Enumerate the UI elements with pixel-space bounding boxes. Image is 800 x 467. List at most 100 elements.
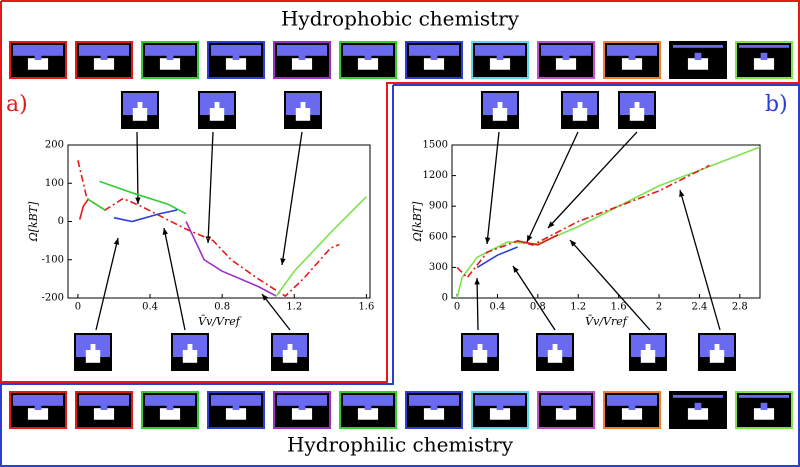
thumb-fluid: [13, 395, 63, 406]
thumb-fluid: [673, 45, 723, 48]
x-axis-label: V̄v/Vref: [585, 315, 629, 328]
thumb-cavity: [753, 408, 775, 420]
thumb-neck: [166, 52, 174, 60]
panel-label: b): [765, 92, 788, 117]
thumb-cavity: [753, 58, 775, 70]
thumb-fluid: [79, 45, 129, 56]
thumb-cavity: [687, 58, 709, 70]
thumb-cavity: [423, 58, 445, 70]
thumb-fluid: [739, 45, 789, 48]
thumb-neck: [552, 344, 558, 352]
thumb-cavity: [225, 58, 247, 70]
series-line: [517, 234, 559, 246]
thumb-neck: [100, 402, 108, 410]
thumb-fluid: [343, 45, 393, 56]
thumb-neck: [34, 402, 42, 410]
arrow-head: [513, 266, 519, 273]
arrow: [207, 131, 214, 244]
thumb-neck: [694, 52, 702, 60]
arrow-head: [548, 221, 555, 228]
x-tick-label: 0.4: [142, 302, 158, 313]
arrow: [547, 131, 638, 229]
plot-frame: [451, 144, 761, 299]
arrow-head: [280, 258, 286, 265]
thumb-neck: [628, 402, 636, 410]
y-tick-label: 1200: [423, 170, 448, 181]
arrow: [261, 293, 291, 331]
thumb-neck: [430, 402, 438, 410]
arrow: [163, 227, 186, 331]
thumb-cavity: [27, 58, 49, 70]
thumb-cavity: [291, 408, 313, 420]
y-tick-label: 0: [58, 216, 64, 227]
y-tick-label: -100: [42, 254, 64, 265]
thumb-neck: [232, 402, 240, 410]
thumb-neck: [645, 344, 651, 352]
thumb-cavity: [489, 58, 511, 70]
arrow: [95, 237, 119, 331]
thumb-neck: [562, 52, 570, 60]
thumb-cavity: [572, 108, 588, 121]
thumb-cavity: [357, 58, 379, 70]
arrow-head: [679, 190, 685, 197]
thumb-cavity: [489, 408, 511, 420]
arrow-head: [527, 235, 533, 242]
thumb-neck: [187, 344, 193, 352]
thumb-neck: [628, 52, 636, 60]
thumb-cavity: [687, 408, 709, 420]
thumb-cavity: [621, 408, 643, 420]
series-line: [476, 246, 518, 269]
thumb-neck: [634, 102, 640, 110]
arrow: [281, 131, 303, 266]
thumb-fluid: [343, 395, 393, 406]
thumb-cavity: [85, 350, 101, 363]
thumb-fluid: [211, 395, 261, 406]
thumb-cavity: [472, 350, 488, 363]
thumb-fluid: [541, 45, 591, 56]
thumb-neck: [430, 52, 438, 60]
thumb-cavity: [159, 408, 181, 420]
series-line: [456, 146, 761, 299]
y-tick-label: 300: [429, 262, 448, 273]
thumb-neck: [137, 102, 143, 110]
thumb-fluid: [79, 395, 129, 406]
series-line: [456, 164, 710, 279]
x-tick-label: 0.4: [489, 302, 505, 313]
thumb-neck: [496, 52, 504, 60]
thumb-neck: [298, 52, 306, 60]
arrow-head: [113, 238, 120, 245]
arrow-head: [484, 237, 491, 244]
thumb-neck: [214, 102, 220, 110]
thumb-cavity: [629, 108, 645, 121]
thumb-neck: [694, 402, 702, 410]
y-axis-label: Ω[kBT]: [411, 201, 424, 242]
arrow: [136, 131, 139, 205]
arrow: [486, 131, 500, 245]
arrow-head: [262, 294, 269, 301]
thumb-fluid: [739, 395, 789, 398]
thumb-neck: [100, 52, 108, 60]
thumb-fluid: [409, 395, 459, 406]
thumb-neck: [714, 344, 720, 352]
thumb-cavity: [640, 350, 656, 363]
thumb-cavity: [159, 58, 181, 70]
thumb-fluid: [13, 45, 63, 56]
arrow: [526, 131, 579, 243]
x-tick-label: 2.8: [732, 302, 748, 313]
thumb-neck: [364, 402, 372, 410]
thumb-cavity: [132, 108, 148, 121]
thumb-neck: [496, 402, 504, 410]
hydrophilic-border: [0, 84, 800, 467]
thumb-fluid: [475, 395, 525, 406]
y-tick-label: 1500: [423, 140, 448, 151]
arrow: [569, 239, 651, 331]
thumb-fluid: [211, 45, 261, 56]
thumb-cavity: [555, 408, 577, 420]
x-tick-label: 1.6: [611, 302, 627, 313]
thumb-cavity: [93, 408, 115, 420]
y-tick-label: 900: [429, 201, 448, 212]
series-line: [275, 196, 367, 297]
thumb-cavity: [621, 58, 643, 70]
hydrophobic-border: [0, 0, 800, 383]
arrow: [679, 189, 721, 331]
